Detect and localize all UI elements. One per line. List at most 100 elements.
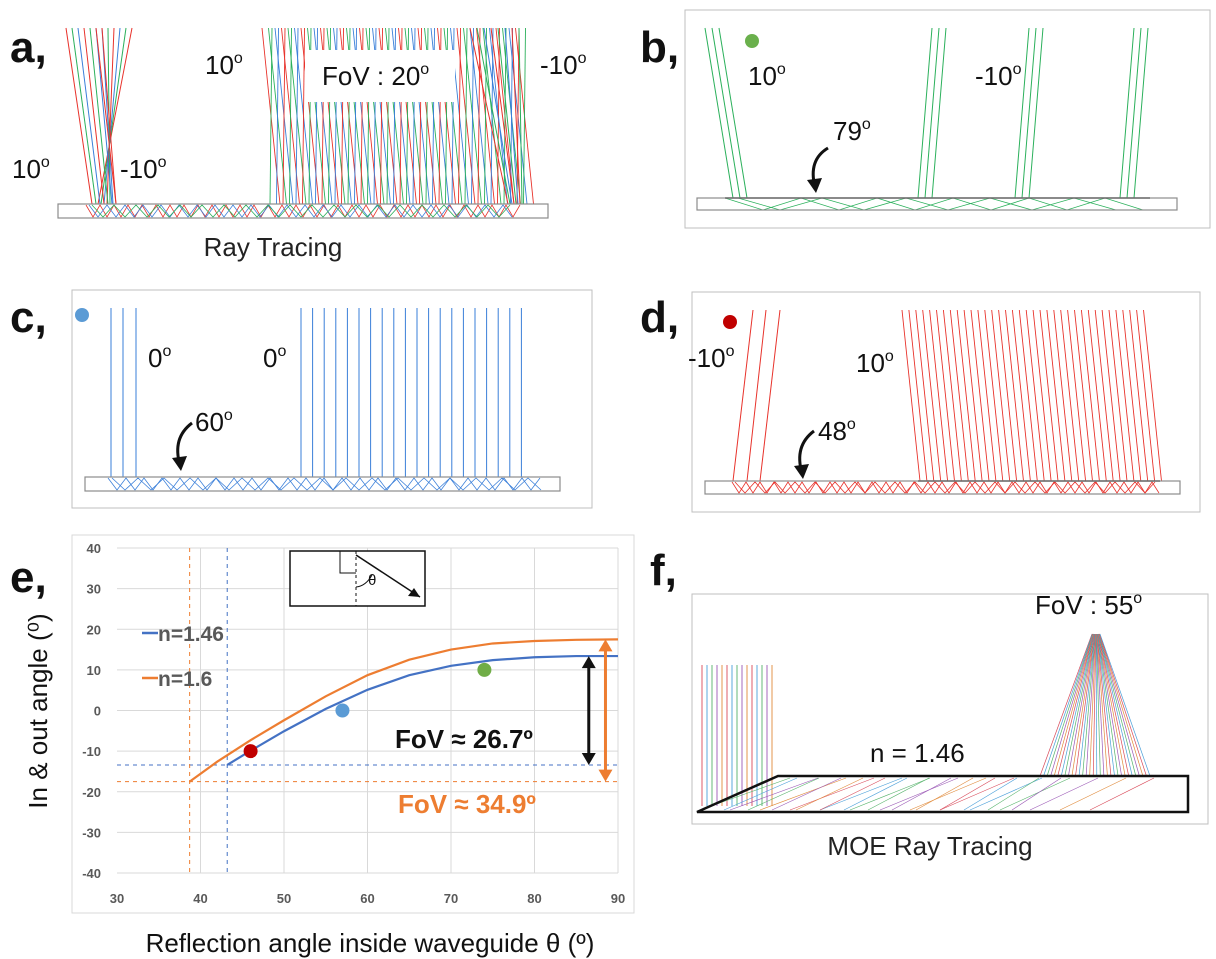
- panel-label-f: f,: [650, 546, 677, 595]
- panel-a-angle-10-left: 10o: [12, 154, 50, 184]
- panel-b-ray: [704, 27, 734, 199]
- legend-label-n146: n=1.46: [158, 623, 224, 646]
- panel-f-ray-guided-b: [849, 777, 931, 811]
- panel-c-angle-0-left: 0o: [148, 343, 171, 373]
- panel-a-fov-label: FoV : 20o: [322, 61, 429, 91]
- panel-f-ray-fan: [1039, 633, 1093, 777]
- panel-d-waveguide: [704, 480, 1181, 495]
- panel-a-ray-mid-b: [523, 27, 526, 205]
- panel-d-ray-right: [1074, 309, 1093, 482]
- panel-c-arrowhead: [172, 456, 187, 471]
- chart-fov-arrows: [581, 639, 613, 782]
- x-tick-label: 30: [110, 891, 124, 906]
- panel-b-ray: [931, 27, 947, 199]
- panel-f-ray-fan: [1043, 633, 1093, 777]
- panel-d-ray-right: [991, 309, 1011, 482]
- panel-f-ray-guided: [987, 777, 1040, 811]
- panel-f-frame: [691, 593, 1209, 825]
- panel-b-color-dot: [745, 34, 759, 48]
- panel-d-ray-right: [922, 309, 942, 482]
- panel-b-rays: [704, 27, 1150, 211]
- panel-b-ray: [924, 27, 940, 199]
- fov-arrow-orange-head-bottom: [598, 769, 613, 782]
- panel-a-ray-right: [469, 27, 509, 205]
- panel-b: b, 10o -10o 79o: [640, 9, 1211, 229]
- inset-theta-symbol: θ: [368, 572, 376, 589]
- panel-f-ray-fan: [1075, 633, 1095, 777]
- panel-d-ray-right: [1115, 309, 1135, 482]
- panel-f-ray-guided-b: [879, 777, 959, 811]
- panel-f-ray-fan: [1089, 633, 1096, 777]
- panel-a-ray-right: [518, 27, 523, 205]
- fov-label-black: FoV ≈ 26.7º: [395, 724, 533, 754]
- panel-d-color-dot: [723, 315, 737, 329]
- panel-f-ray-fan: [1085, 633, 1096, 777]
- panel-d-zigzag-1: [731, 481, 1160, 494]
- panel-d-ray-right: [929, 309, 949, 482]
- panel-c-color-dot: [75, 308, 89, 322]
- panel-e: e, 30 40 50 60 70 80 90 40 30 20 10 0 -10 -20 -30 -40 n…: [10, 534, 635, 958]
- chart-marker-point: [243, 744, 258, 759]
- inset-ray-arrowhead: [408, 588, 420, 597]
- panel-f-ray-guided-b: [1029, 777, 1099, 811]
- panel-f-ray-fan: [1095, 633, 1098, 777]
- chart-frame: [71, 534, 635, 914]
- y-tick-label: -20: [82, 785, 101, 800]
- panel-c-angle-60: 60o: [195, 407, 233, 437]
- x-tick-label: 40: [193, 891, 207, 906]
- panel-f-ray-fan: [1082, 633, 1096, 777]
- panel-d-ray-right: [970, 309, 990, 482]
- panel-d-frame: [691, 291, 1201, 513]
- panel-d-ray-left: [746, 309, 767, 482]
- y-tick-label: 0: [94, 704, 101, 719]
- panel-f-ray-guided: [819, 777, 886, 811]
- panel-a-ray-right: [483, 27, 513, 205]
- panel-d-ray-right: [1046, 309, 1066, 482]
- panel-d: d, -10o 10o 48o: [640, 291, 1201, 513]
- panel-a-ray-left-in: [77, 27, 101, 205]
- panel-a-ray-left-out: [97, 27, 133, 205]
- panel-f-ray-fan: [1099, 633, 1147, 777]
- x-tick-label: 70: [444, 891, 458, 906]
- inset-angle-arc: [355, 574, 373, 588]
- panel-d-zigzag-2: [734, 481, 1156, 494]
- panel-a-ray-left-in: [71, 27, 97, 205]
- panel-f-ray-fan: [1092, 633, 1097, 777]
- y-tick-label: 30: [87, 582, 101, 597]
- panel-f-ray-guided: [747, 777, 820, 811]
- panel-b-arrowhead: [807, 178, 822, 193]
- panel-a-angle-m10-right: -10o: [540, 50, 587, 80]
- panel-a-ray-right: [511, 27, 521, 205]
- inset-normal-mark: [339, 551, 356, 574]
- panel-a: a, FoV : 20o 10o -10o 10o -10o Ray Traci…: [10, 23, 587, 262]
- panel-d-ray-right: [1025, 309, 1045, 482]
- panel-f-ray-fan: [1097, 633, 1126, 777]
- y-tick-label: -30: [82, 825, 101, 840]
- panel-d-angle-10: 10o: [856, 348, 894, 378]
- panel-d-ray-right: [1067, 309, 1087, 482]
- chart-markers: [243, 662, 492, 759]
- y-tick-label: 20: [87, 622, 101, 637]
- panel-f-ray-fan: [1098, 633, 1130, 777]
- panel-d-ray-right: [915, 309, 935, 482]
- y-tick-label: -10: [82, 744, 101, 759]
- panel-f-ray-fan: [1096, 633, 1108, 777]
- panel-d-ray-right: [901, 309, 921, 482]
- panel-f-ray-fan: [1097, 633, 1119, 777]
- panel-f-ray-guided: [771, 777, 842, 811]
- fov-arrow-black-head-bottom: [581, 752, 596, 765]
- panel-b-ray: [1126, 27, 1142, 199]
- panel-f-ray-guided: [915, 777, 974, 811]
- panel-d-ray-right: [984, 309, 1004, 482]
- panel-d-ray-left: [732, 309, 754, 482]
- panel-a-ray-right: [497, 27, 517, 205]
- panel-f-ray-fan: [1098, 633, 1137, 777]
- panel-f-ray-guided: [843, 777, 908, 811]
- panel-f-ray-fan: [1057, 633, 1094, 777]
- panel-f-ray-fan: [1098, 633, 1140, 777]
- panel-d-arrowhead: [794, 464, 809, 479]
- panel-c-zigzag-2: [111, 477, 542, 491]
- panel-f-ray-guided-b: [819, 777, 903, 811]
- panel-f-waveguide: [696, 774, 1190, 814]
